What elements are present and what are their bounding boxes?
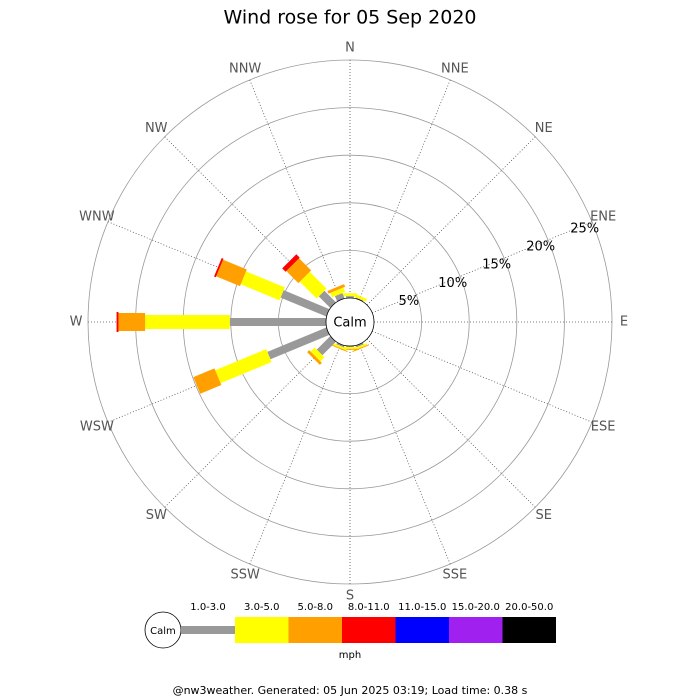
- wind-bar: [330, 287, 346, 298]
- wind-bar: [352, 344, 370, 353]
- direction-label: WNW: [79, 210, 115, 225]
- r-tick-label: 5%: [398, 294, 419, 309]
- wind-bar: [343, 346, 357, 349]
- direction-label: S: [346, 589, 354, 604]
- legend-swatch: [395, 617, 449, 643]
- bars: [116, 254, 370, 394]
- direction-label: SE: [536, 508, 552, 523]
- legend-label: 5.0-8.0: [298, 602, 333, 613]
- legend-label: 11.0-15.0: [398, 602, 446, 613]
- unit-label: mph: [339, 650, 361, 661]
- direction-spoke: [358, 344, 451, 565]
- wind-bar: [267, 327, 330, 360]
- wind-bar: [341, 348, 359, 350]
- legend-calm-label: Calm: [150, 626, 176, 637]
- grid: N NNE NE ENE E ESE SE SSE S SSW SW WSW W WNW NW NNW: [70, 41, 629, 604]
- wind-bar: [332, 343, 347, 351]
- footer: @nw3weather. Generated: 05 Jun 2025 03:1…: [173, 684, 528, 697]
- direction-label: SW: [146, 508, 167, 523]
- direction-label: WSW: [80, 419, 114, 434]
- direction-spoke: [372, 221, 593, 314]
- wind-bar: [343, 293, 357, 297]
- wind-bar: [118, 313, 146, 331]
- wind-bar: [193, 368, 222, 394]
- wind-bar: [299, 271, 327, 299]
- wind-bar: [216, 259, 247, 287]
- legend-label: 15.0-20.0: [452, 602, 500, 613]
- legend-label: 8.0-11.0: [348, 602, 390, 613]
- direction-label: W: [70, 315, 83, 330]
- direction-spoke: [249, 79, 342, 300]
- legend-swatch: [181, 626, 235, 634]
- wind-bar: [280, 290, 330, 317]
- wind-bar: [215, 349, 272, 384]
- legend-label: 1.0-3.0: [190, 602, 225, 613]
- wind-bar: [346, 346, 354, 347]
- direction-spoke: [164, 338, 334, 508]
- r-tick-label: 25%: [570, 221, 599, 236]
- direction-spoke: [358, 79, 451, 300]
- direction-label: NE: [535, 121, 553, 136]
- wind-bar: [355, 342, 364, 348]
- r-tick-labels: 5% 10% 15% 20% 25%: [398, 221, 599, 309]
- wind-bar: [145, 315, 230, 329]
- direction-spoke: [366, 136, 536, 306]
- direction-label: N: [345, 41, 355, 56]
- wind-bar: [316, 336, 336, 356]
- wind-bar: [330, 344, 348, 353]
- legend-swatch: [502, 617, 556, 643]
- direction-spoke: [372, 330, 593, 423]
- r-tick-label: 20%: [526, 240, 555, 255]
- wind-bar: [327, 284, 346, 294]
- wind-bar: [116, 312, 119, 332]
- legend-swatch: [288, 617, 342, 643]
- legend-swatch: [342, 617, 396, 643]
- r-tick-label: 10%: [438, 276, 467, 291]
- r-tick-label: 15%: [482, 258, 511, 273]
- wind-bar: [214, 258, 224, 278]
- wind-bar: [318, 290, 336, 308]
- direction-label: ENE: [590, 210, 616, 225]
- wind-bar: [355, 297, 364, 302]
- legend-label: 20.0-50.0: [505, 602, 553, 613]
- legend-swatch: [449, 617, 503, 643]
- wind-bar: [307, 350, 322, 365]
- wind-bar: [286, 258, 312, 284]
- direction-label: NNW: [229, 61, 261, 76]
- chart-title: Wind rose for 05 Sep 2020: [223, 7, 476, 29]
- wind-bar: [229, 318, 327, 326]
- direction-spoke: [366, 338, 536, 508]
- wind-bar: [336, 342, 345, 348]
- direction-spoke: [249, 344, 342, 565]
- legend: Calm mph 1.0-3.0 3.0-5.0 5.0-8.0 8.0-11.0 11…: [144, 602, 556, 661]
- direction-label: E: [620, 315, 628, 330]
- direction-label: NW: [145, 121, 168, 136]
- direction-label: SSE: [442, 568, 467, 583]
- direction-label: ESE: [591, 419, 616, 434]
- direction-label: SSW: [230, 568, 260, 583]
- direction-label: NNE: [441, 61, 469, 76]
- wind-bar: [310, 347, 325, 362]
- wind-bar: [282, 254, 300, 272]
- wind-bar: [346, 296, 354, 298]
- wind-bar: [353, 293, 368, 302]
- calm-circle: [325, 297, 375, 347]
- wind-bar: [240, 271, 285, 301]
- center-label: Calm: [333, 316, 366, 331]
- legend-label: 3.0-5.0: [244, 602, 279, 613]
- legend-swatch: [235, 617, 289, 643]
